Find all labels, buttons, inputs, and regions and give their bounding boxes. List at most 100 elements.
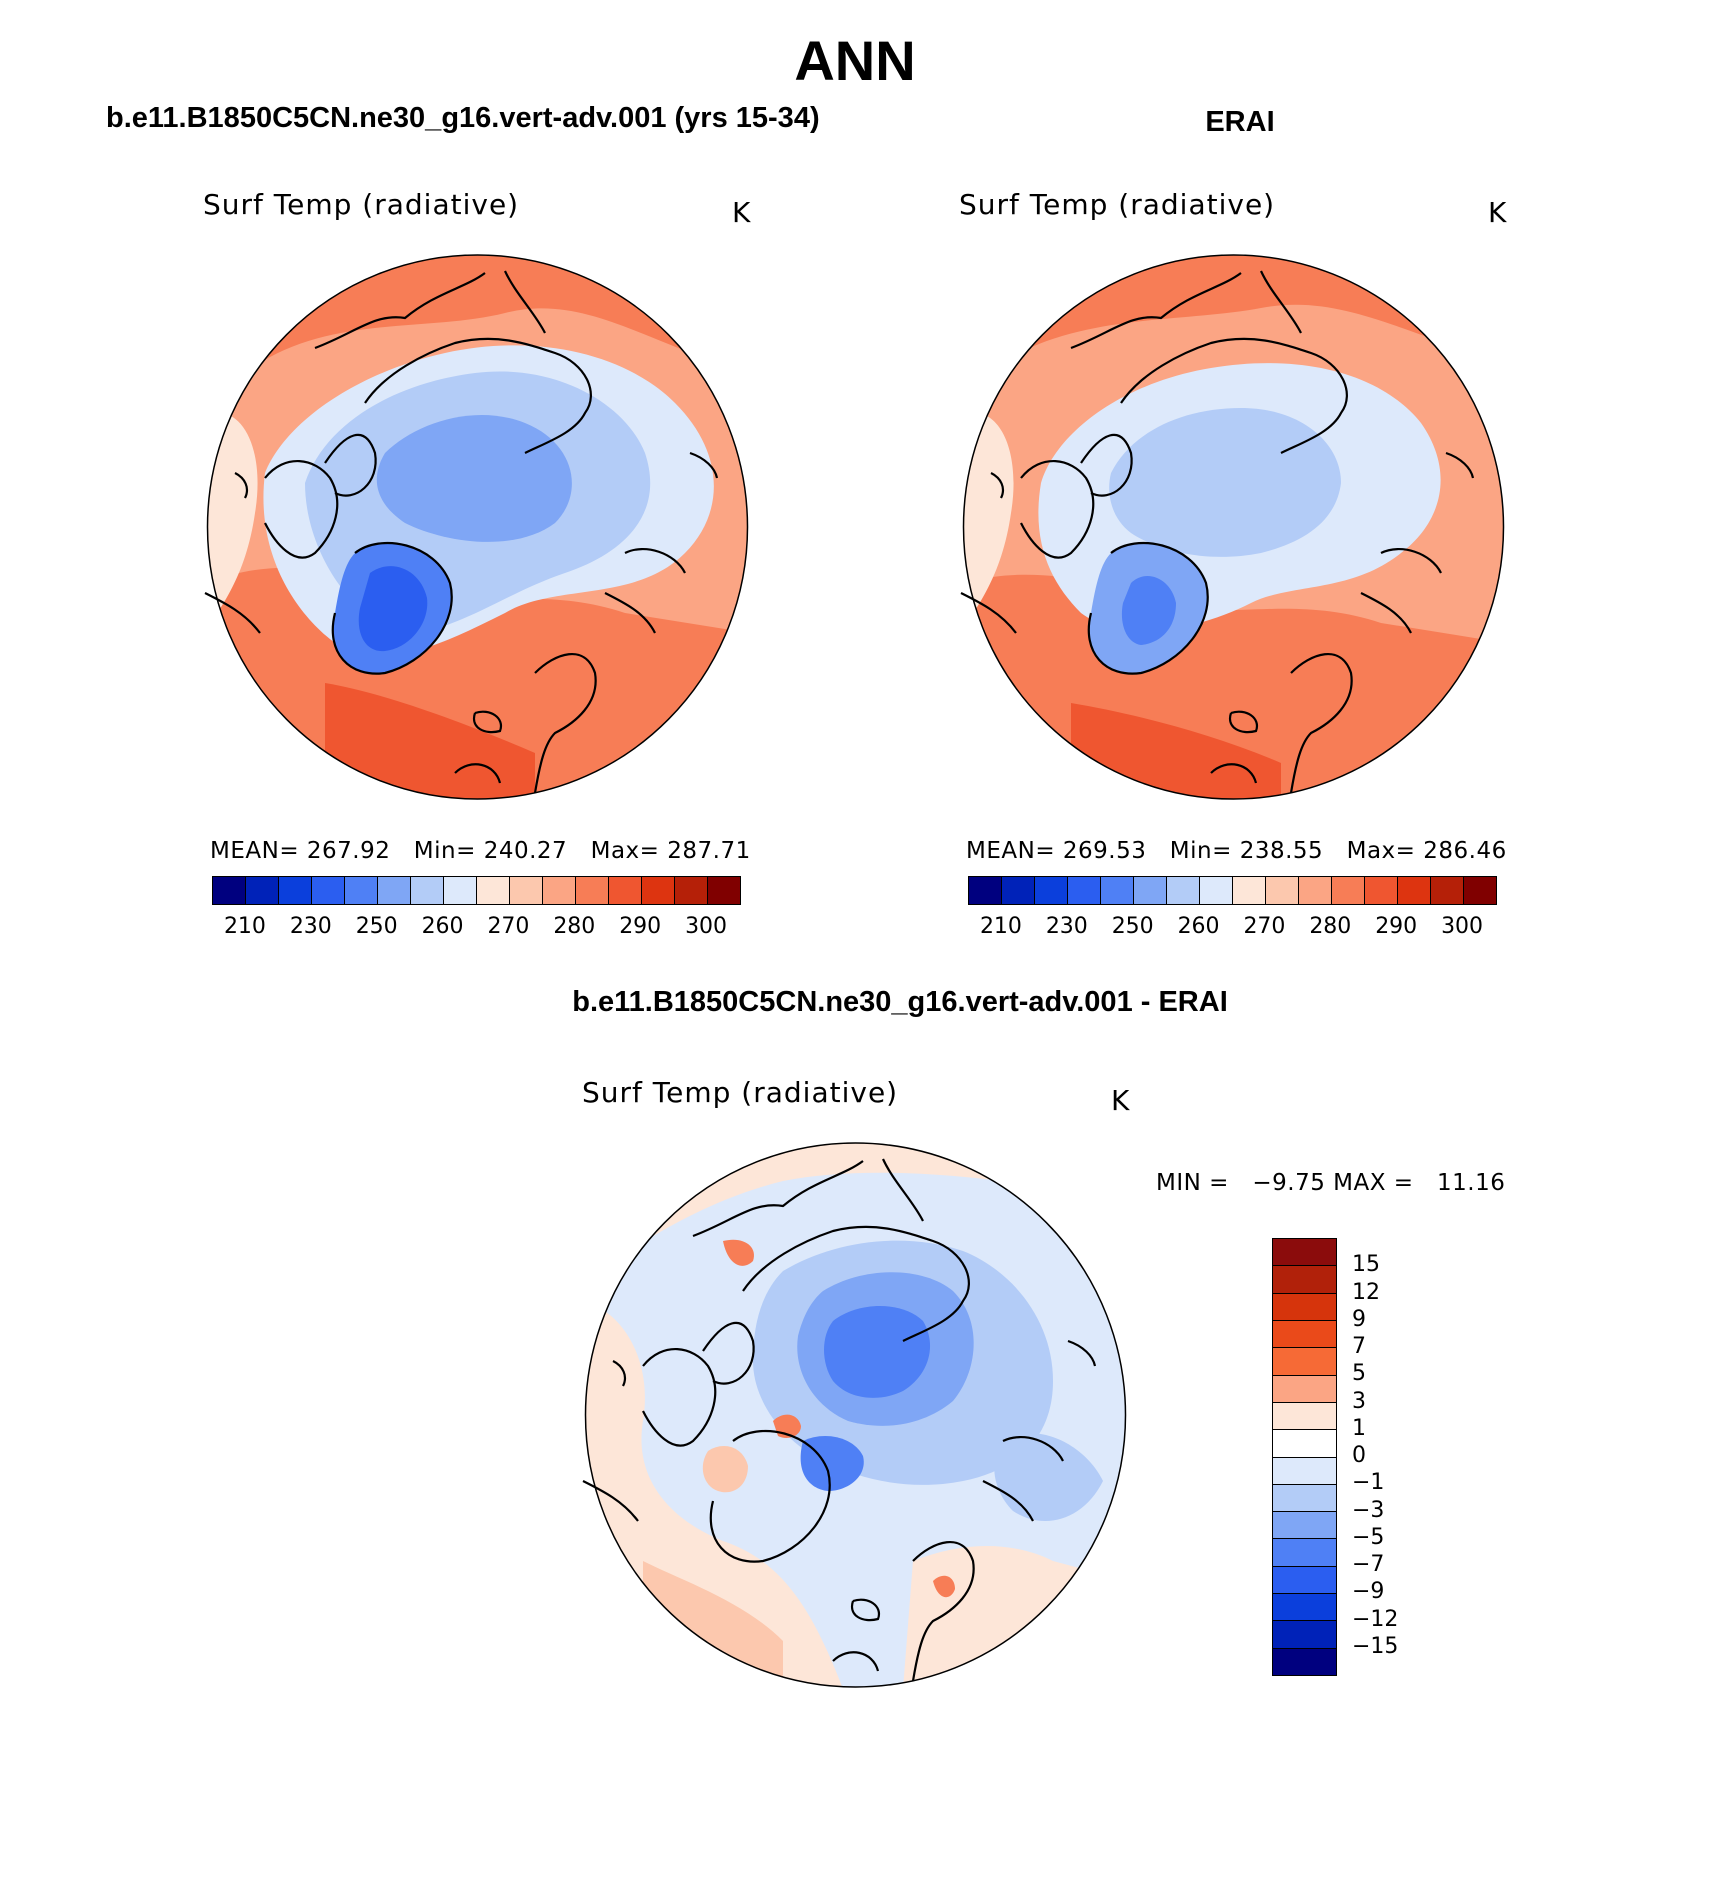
obs-colorbar-box <box>1101 877 1134 904</box>
model-stats: MEAN= 267.92 Min= 240.27 Max= 287.71 <box>210 838 751 864</box>
model-colorbar-tick: 260 <box>421 914 464 939</box>
model-colorbar-box <box>378 877 411 904</box>
diff-colorbar-tick: 5 <box>1352 1361 1366 1387</box>
diff-units-label: K <box>1111 1084 1130 1117</box>
obs-colorbar-box <box>969 877 1002 904</box>
obs-colorbar-box <box>1431 877 1464 904</box>
obs-colorbar-tick: 210 <box>979 914 1022 939</box>
diff-colorbar-box <box>1273 1348 1336 1376</box>
diff-colorbar-tick: −7 <box>1352 1552 1385 1577</box>
diff-stats: MIN = −9.75 MAX = 11.16 <box>1156 1170 1506 1196</box>
model-colorbar-box <box>444 877 477 904</box>
model-colorbar-box <box>213 877 246 904</box>
model-colorbar-tick: 290 <box>619 914 662 939</box>
model-variable-label: Surf Temp (radiative) <box>203 188 520 221</box>
diff-colorbar-tick: −5 <box>1352 1524 1385 1550</box>
obs-colorbar <box>968 876 1497 905</box>
diff-colorbar-box <box>1273 1239 1336 1267</box>
model-colorbar-box <box>642 877 675 904</box>
model-colorbar-box <box>543 877 576 904</box>
diff-colorbar-tick: 7 <box>1352 1334 1366 1359</box>
diff-colorbar-box <box>1273 1621 1336 1649</box>
obs-colorbar-tick: 290 <box>1375 914 1418 939</box>
obs-colorbar-box <box>1332 877 1365 904</box>
obs-colorbar-box <box>1398 877 1431 904</box>
model-units-label: K <box>732 196 751 229</box>
obs-units-label: K <box>1488 196 1507 229</box>
obs-colorbar-box <box>1266 877 1299 904</box>
obs-stats: MEAN= 269.53 Min= 238.55 Max= 286.46 <box>966 838 1507 864</box>
diff-colorbar-box <box>1273 1457 1336 1485</box>
model-colorbar-tick: 280 <box>553 914 596 939</box>
model-colorbar-box <box>609 877 642 904</box>
model-colorbar-box <box>312 877 345 904</box>
model-colorbar-box <box>675 877 708 904</box>
model-colorbar-box <box>576 877 609 904</box>
diff-colorbar-box <box>1273 1266 1336 1294</box>
model-colorbar <box>212 876 741 905</box>
model-colorbar-box <box>477 877 510 904</box>
obs-polar-map <box>960 254 1505 800</box>
diff-polar-map <box>582 1142 1127 1688</box>
diff-colorbar-tick: −3 <box>1352 1497 1385 1523</box>
diff-colorbar-box <box>1273 1566 1336 1595</box>
model-colorbar-tick: 250 <box>355 914 398 939</box>
diff-colorbar-tick: 3 <box>1352 1388 1366 1414</box>
diff-colorbar-box <box>1273 1648 1336 1675</box>
diff-colorbar-box <box>1273 1484 1336 1513</box>
diff-panel-title: b.e11.B1850C5CN.ne30_g16.vert-adv.001 - … <box>572 986 1228 1018</box>
obs-colorbar-box <box>1068 877 1101 904</box>
obs-colorbar-box <box>1464 877 1496 904</box>
diff-colorbar-box <box>1273 1375 1336 1403</box>
diff-colorbar <box>1272 1238 1337 1676</box>
diff-colorbar-tick: 0 <box>1352 1443 1366 1468</box>
diff-colorbar-tick: 9 <box>1352 1306 1366 1332</box>
model-colorbar-box <box>345 877 378 904</box>
obs-colorbar-tick: 260 <box>1177 914 1220 939</box>
model-colorbar-tick: 270 <box>487 914 530 939</box>
model-colorbar-ticks: 210 230 250 260 270 280 290 300 <box>212 914 739 940</box>
obs-colorbar-box <box>1134 877 1167 904</box>
model-colorbar-box <box>411 877 444 904</box>
obs-colorbar-box <box>1167 877 1200 904</box>
diff-colorbar-tick: −1 <box>1352 1470 1385 1496</box>
diff-colorbar-tick: 15 <box>1352 1252 1380 1278</box>
obs-colorbar-tick: 250 <box>1111 914 1154 939</box>
obs-colorbar-ticks: 210 230 250 260 270 280 290 300 <box>968 914 1495 940</box>
diff-colorbar-tick: 12 <box>1352 1279 1380 1305</box>
model-colorbar-box <box>279 877 312 904</box>
diff-colorbar-ticks: 15 12 9 7 5 3 1 0 −1 −3 −5 −7 −9 −12 −15 <box>1352 1238 1432 1674</box>
model-panel-title: b.e11.B1850C5CN.ne30_g16.vert-adv.001 (y… <box>106 102 820 134</box>
diff-colorbar-box <box>1273 1430 1336 1458</box>
model-colorbar-box <box>708 877 740 904</box>
model-polar-map <box>204 254 749 800</box>
diff-variable-label: Surf Temp (radiative) <box>582 1076 899 1109</box>
diff-colorbar-tick: −12 <box>1352 1606 1399 1632</box>
obs-colorbar-tick: 270 <box>1243 914 1286 939</box>
diff-colorbar-tick: 1 <box>1352 1415 1366 1441</box>
obs-colorbar-tick: 280 <box>1309 914 1352 939</box>
diff-colorbar-box <box>1273 1293 1336 1321</box>
diff-colorbar-box <box>1273 1402 1336 1431</box>
obs-colorbar-box <box>1365 877 1398 904</box>
model-colorbar-tick: 230 <box>289 914 332 939</box>
diff-colorbar-tick: −9 <box>1352 1579 1385 1605</box>
obs-panel-title: ERAI <box>1205 106 1275 138</box>
diff-colorbar-box <box>1273 1594 1336 1622</box>
diff-colorbar-tick: −15 <box>1352 1633 1399 1659</box>
model-colorbar-tick: 300 <box>685 914 728 939</box>
diff-colorbar-box <box>1273 1539 1336 1567</box>
obs-variable-label: Surf Temp (radiative) <box>959 188 1276 221</box>
obs-colorbar-box <box>1299 877 1332 904</box>
model-colorbar-box <box>510 877 543 904</box>
diff-colorbar-box <box>1273 1320 1336 1349</box>
obs-colorbar-box <box>1002 877 1035 904</box>
model-colorbar-tick: 210 <box>223 914 266 939</box>
model-colorbar-box <box>246 877 279 904</box>
obs-colorbar-box <box>1200 877 1233 904</box>
obs-colorbar-box <box>1035 877 1068 904</box>
diff-colorbar-box <box>1273 1512 1336 1540</box>
figure-title: ANN <box>794 29 916 92</box>
obs-colorbar-tick: 230 <box>1045 914 1088 939</box>
obs-colorbar-tick: 300 <box>1441 914 1484 939</box>
